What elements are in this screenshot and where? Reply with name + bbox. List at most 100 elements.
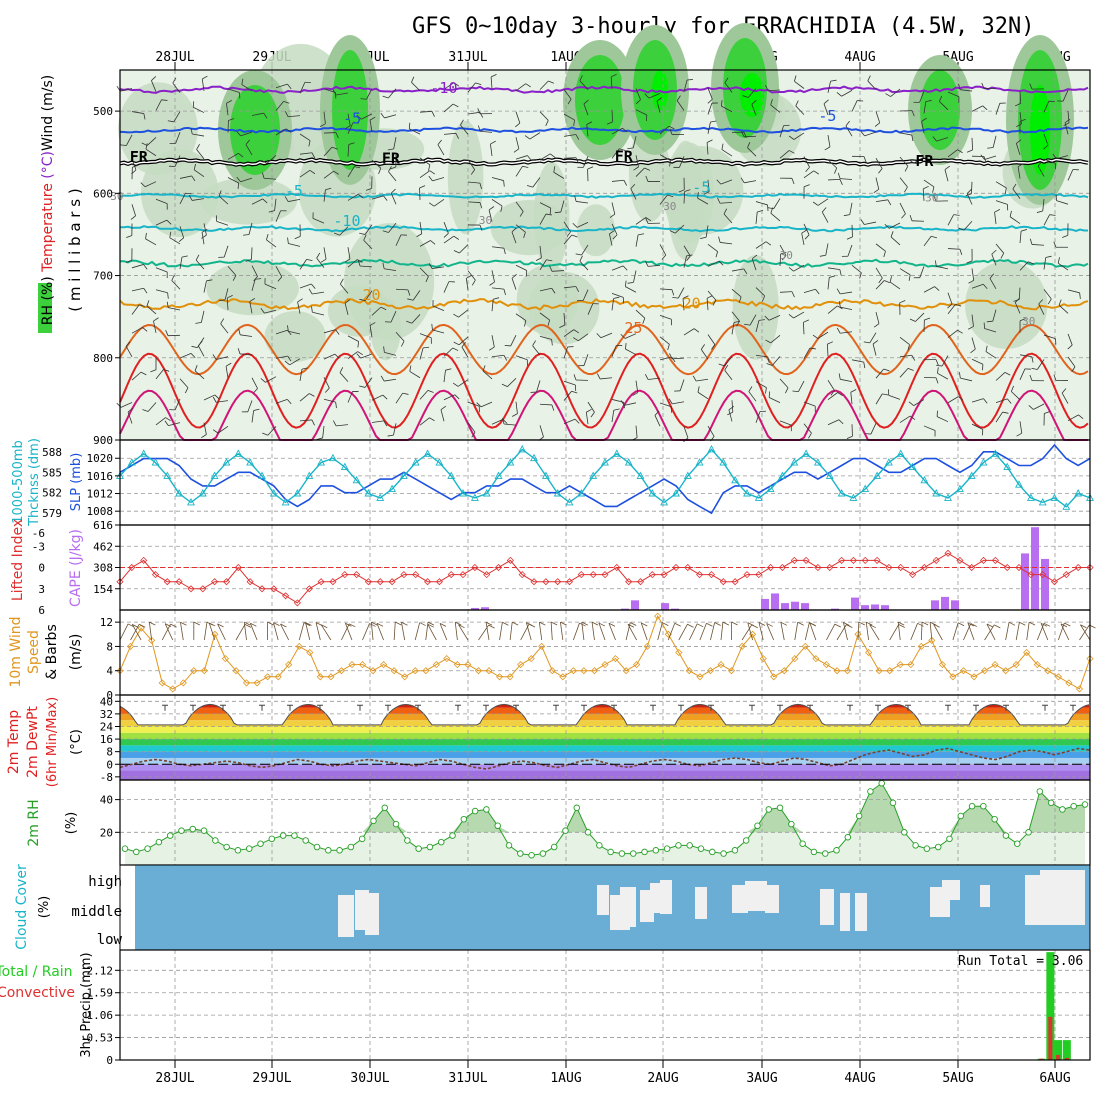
wind-barb (611, 202, 616, 215)
wind-barb-flag (514, 122, 521, 128)
wind-barb (947, 329, 958, 338)
li-marker (1003, 563, 1011, 572)
wind-barb-flag (280, 623, 287, 628)
wind-barb (864, 221, 877, 225)
li-marker (353, 571, 361, 579)
wind-barb-flag (858, 621, 865, 626)
wind-barb-flag (1019, 118, 1026, 122)
wind-barb (731, 268, 744, 272)
slp-marker (790, 458, 799, 466)
wind-barb (929, 622, 933, 641)
rh-marker (336, 847, 343, 854)
wind-barb (172, 82, 181, 93)
wind-barb-flag (387, 434, 394, 437)
slp-marker (553, 489, 562, 497)
wind-barb (299, 393, 310, 402)
wind-barb (288, 199, 301, 202)
rh-marker (268, 835, 276, 843)
wind-barb-flag (547, 319, 551, 326)
li-marker (660, 571, 668, 579)
wind-barb-flag (202, 75, 208, 80)
slp-marker (399, 471, 408, 479)
wind-speed-marker (717, 661, 725, 669)
wind-barb (467, 201, 481, 203)
wind-barb-flag (733, 320, 740, 323)
wind-barb-flag (260, 307, 265, 314)
wind-barb (707, 87, 713, 100)
wind-barb-flag (958, 396, 964, 401)
wind-barb-flag (453, 235, 460, 240)
cape-bar (941, 596, 949, 610)
wind-barb (1038, 303, 1045, 315)
wind-barb-flag (180, 621, 187, 626)
wind-barb (707, 334, 716, 345)
rh-marker (663, 845, 671, 852)
wind-barb-flag (243, 234, 250, 236)
wind-barb (490, 143, 493, 156)
isotherm-line (119, 352, 1089, 429)
wind-barb (960, 377, 973, 382)
wind-barb (767, 89, 781, 92)
wind-barb (427, 623, 437, 641)
wind-barb-flag (376, 622, 384, 627)
wind-barb (936, 137, 949, 142)
bottom-date-label: 2AUG (647, 1071, 678, 1086)
wind-barb-flag (758, 319, 765, 321)
rh-marker (765, 806, 773, 813)
rh-marker (934, 843, 942, 851)
wind-barb-flag (549, 265, 553, 272)
wind-barb (779, 244, 787, 256)
wind-barb-flag (573, 329, 579, 334)
wind-barb (485, 622, 490, 641)
wind-barb (1018, 287, 1021, 300)
wind-barb (395, 331, 405, 342)
wind-barb (889, 222, 901, 229)
temp-band (120, 739, 1090, 746)
wind-barb (266, 239, 277, 248)
wind-barb-flag (241, 78, 244, 85)
wind-barb-flag (549, 207, 552, 214)
wind-barb-flag (423, 346, 430, 349)
wind-barb (611, 298, 614, 311)
li-marker (471, 563, 479, 572)
wind-barb (251, 247, 253, 260)
wind-barb-flag (130, 215, 136, 220)
wind-barb-flag (1038, 299, 1044, 305)
slp-marker (258, 471, 266, 479)
rh-marker (223, 843, 230, 851)
wind-barb (1015, 622, 1020, 641)
wind-barb-flag (1029, 238, 1033, 245)
wind-barb (344, 303, 349, 315)
rh-marker (889, 799, 897, 807)
top-date-label: 28JUL (155, 50, 194, 65)
wind-barb-flag (458, 624, 465, 629)
wind-barb (748, 391, 757, 402)
wind-barb (947, 248, 961, 250)
wind-barb (179, 226, 185, 238)
wind-barb-flag (525, 270, 528, 277)
li-tick-label: -6 (32, 527, 45, 540)
wind-barb (563, 390, 572, 401)
wind-barb-flag (908, 159, 914, 164)
wind-barb (870, 422, 877, 435)
wind-speed-marker (464, 661, 472, 669)
wind-barb (131, 287, 144, 292)
wind-tick-label: 12 (100, 616, 113, 629)
wind-barb (941, 355, 949, 367)
li-marker (554, 578, 562, 586)
rh-marker (641, 848, 648, 856)
cape-title: CAPE (J/kg) (68, 529, 84, 607)
li-marker (412, 571, 420, 579)
wind-barb (419, 157, 431, 166)
li-marker (979, 556, 988, 564)
wind-barb-flag (185, 192, 192, 195)
wind-barb-flag (609, 230, 615, 235)
slp-marker (636, 471, 645, 479)
slp-marker (530, 453, 538, 462)
ylabel-part: (°C) (40, 151, 56, 183)
wind-barb-flag (1064, 118, 1071, 123)
wind-barb-flag (321, 624, 328, 629)
slp-marker (731, 475, 740, 484)
wind-barb (803, 401, 816, 407)
